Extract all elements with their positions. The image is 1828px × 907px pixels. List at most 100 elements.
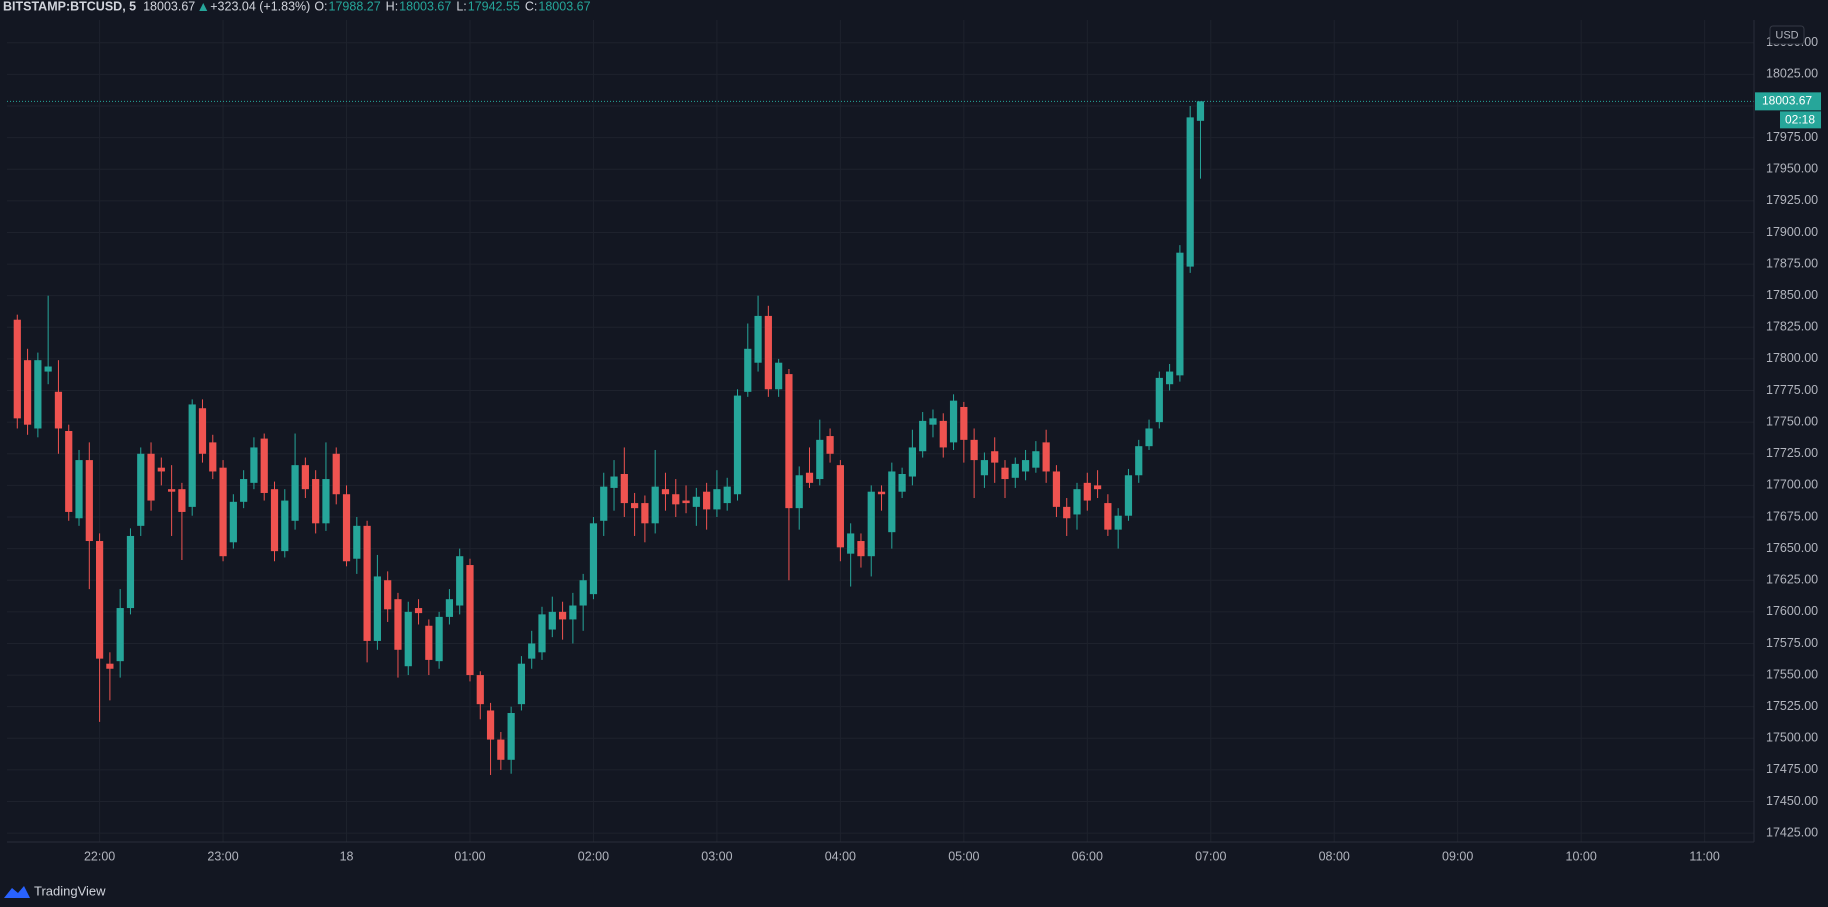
legend: BITSTAMP:BTCUSD, 5 18003.67 +323.04 (+1.83… <box>3 0 591 13</box>
candle-body <box>723 486 731 504</box>
candle-body <box>219 467 227 557</box>
candle-body <box>528 643 536 659</box>
candle-body <box>589 523 598 595</box>
y-tick-label: 17725.00 <box>1766 446 1818 460</box>
candle-body <box>641 503 649 524</box>
last-value: 18003.67 <box>143 0 195 13</box>
currency[interactable]: USD <box>1775 29 1798 41</box>
y-tick-label: 17500.00 <box>1766 731 1818 745</box>
candle-body <box>34 360 42 429</box>
x-tick-label: 10:00 <box>1566 849 1597 863</box>
currency-box[interactable] <box>1769 25 1805 45</box>
candle-body <box>579 580 587 606</box>
brand-logo <box>4 886 30 898</box>
candle-body <box>908 447 916 477</box>
candle-body <box>137 453 145 526</box>
y-tick-label: 18025.00 <box>1766 67 1818 81</box>
candle-body <box>754 315 762 363</box>
x-tick-label: 06:00 <box>1072 849 1103 863</box>
candle-body <box>764 315 772 390</box>
candle-body <box>672 494 680 505</box>
y-tick-label: 17925.00 <box>1766 193 1818 207</box>
candle-body <box>445 599 454 617</box>
candle-body <box>836 465 844 548</box>
candle-body <box>301 465 309 490</box>
candle-body <box>610 476 618 488</box>
candle-body <box>1155 377 1163 423</box>
x-tick-label: 22:00 <box>84 849 115 863</box>
x-tick-label: 04:00 <box>825 849 856 863</box>
candle-body <box>651 486 659 524</box>
up-arrow <box>199 3 208 11</box>
ohlc-value: 17988.27 <box>329 0 381 13</box>
candle-body <box>939 420 947 448</box>
x-tick-label: 02:00 <box>578 849 609 863</box>
countdown: 02:18 <box>1785 113 1815 127</box>
brand[interactable]: TradingView <box>34 883 106 898</box>
candle-body <box>466 565 474 676</box>
candle-body <box>661 489 670 495</box>
candle-body <box>980 460 989 476</box>
last-price-tag <box>1755 92 1821 111</box>
candle-body <box>312 479 320 524</box>
candle-body <box>414 608 423 614</box>
candle-body <box>970 439 978 461</box>
candle-body <box>1104 503 1112 530</box>
candle-body <box>805 472 814 483</box>
candle-body <box>240 479 248 502</box>
candle-body <box>558 611 567 620</box>
y-tick-label: 17475.00 <box>1766 762 1818 776</box>
candle-body <box>569 605 577 620</box>
y-tick-label: 17450.00 <box>1766 794 1818 808</box>
candle-body <box>486 710 495 740</box>
y-tick-label: 17825.00 <box>1766 320 1818 334</box>
y-tick-label: 17550.00 <box>1766 667 1818 681</box>
ohlc-value: 18003.67 <box>538 0 590 13</box>
grid <box>7 20 1754 842</box>
countdown-tag <box>1780 111 1821 129</box>
candle-body <box>1073 489 1081 515</box>
candle-body <box>75 460 83 519</box>
candle-body <box>1135 446 1143 476</box>
candle-body <box>1196 101 1205 121</box>
candle-body <box>826 436 834 454</box>
candle-body <box>785 374 793 509</box>
y-tick-label: 17750.00 <box>1766 414 1818 428</box>
candle-body <box>548 611 556 630</box>
candle-body <box>322 479 330 524</box>
y-tick-label: 17700.00 <box>1766 478 1818 492</box>
ohlc-label: C: <box>525 0 538 13</box>
candle-body <box>775 362 783 390</box>
y-tick-label: 17600.00 <box>1766 604 1818 618</box>
candle-body <box>1176 252 1184 376</box>
candle-body <box>384 580 392 610</box>
candle-body <box>733 395 742 495</box>
candle-body <box>373 576 381 641</box>
candle-body <box>342 494 351 562</box>
x-tick-label: 07:00 <box>1195 849 1226 863</box>
candle-body <box>363 525 371 641</box>
candle-body <box>1145 428 1153 447</box>
ohlc-value: 17942.55 <box>468 0 520 13</box>
candle-body <box>600 486 608 521</box>
candle-body <box>795 475 803 509</box>
candle-body <box>1093 485 1102 490</box>
axes: 17425.00 17450.00 17475.00 17500.00 17525.00… <box>84 35 1821 863</box>
candle-body <box>631 503 639 509</box>
candle-body <box>682 500 690 504</box>
candle-body <box>126 535 135 609</box>
x-tick-label: 18 <box>340 849 354 863</box>
candle-body <box>209 442 217 472</box>
candle-body <box>1186 117 1194 267</box>
candle-body <box>106 663 114 669</box>
y-tick-label: 17875.00 <box>1766 256 1818 270</box>
candle-body <box>332 453 340 495</box>
candle-body <box>692 496 700 507</box>
candle-body <box>919 420 927 452</box>
y-tick-label: 17900.00 <box>1766 225 1818 239</box>
candle-body <box>1042 442 1050 472</box>
candle-body <box>476 675 484 705</box>
candle-body <box>1011 463 1019 478</box>
